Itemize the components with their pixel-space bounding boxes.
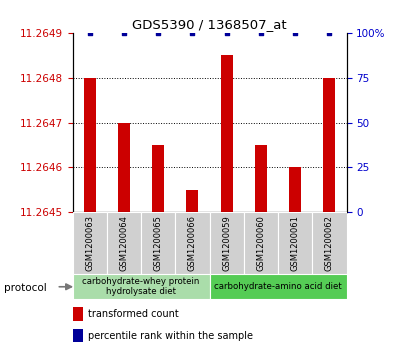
Point: [223, 30, 230, 36]
Text: GSM1200059: GSM1200059: [222, 215, 231, 271]
Text: GSM1200063: GSM1200063: [85, 215, 94, 271]
Bar: [152, 145, 164, 212]
Title: GDS5390 / 1368507_at: GDS5390 / 1368507_at: [132, 19, 287, 32]
Bar: [255, 145, 267, 212]
Bar: [323, 78, 335, 212]
Bar: [141, 212, 176, 274]
Point: [292, 30, 298, 36]
Text: transformed count: transformed count: [88, 309, 179, 319]
Text: GSM1200061: GSM1200061: [290, 215, 300, 271]
Text: carbohydrate-whey protein
hydrolysate diet: carbohydrate-whey protein hydrolysate di…: [83, 277, 200, 297]
Bar: [73, 274, 210, 299]
Bar: [210, 274, 347, 299]
Text: GSM1200064: GSM1200064: [120, 215, 129, 271]
Point: [121, 30, 127, 36]
Bar: [289, 167, 301, 212]
Point: [189, 30, 196, 36]
Bar: [186, 190, 198, 212]
Bar: [278, 212, 312, 274]
Text: percentile rank within the sample: percentile rank within the sample: [88, 331, 254, 341]
Text: protocol: protocol: [4, 283, 47, 293]
Bar: [210, 212, 244, 274]
Point: [326, 30, 333, 36]
Bar: [118, 123, 130, 212]
Point: [86, 30, 93, 36]
Bar: [107, 212, 141, 274]
Point: [258, 30, 264, 36]
Text: GSM1200065: GSM1200065: [154, 215, 163, 271]
Text: GSM1200066: GSM1200066: [188, 215, 197, 271]
Bar: [73, 212, 107, 274]
Point: [155, 30, 161, 36]
Bar: [176, 212, 210, 274]
Text: carbohydrate-amino acid diet: carbohydrate-amino acid diet: [214, 282, 342, 291]
Bar: [312, 212, 347, 274]
Bar: [84, 78, 96, 212]
Text: GSM1200062: GSM1200062: [325, 215, 334, 271]
Bar: [244, 212, 278, 274]
Text: GSM1200060: GSM1200060: [256, 215, 266, 271]
Bar: [221, 55, 233, 212]
